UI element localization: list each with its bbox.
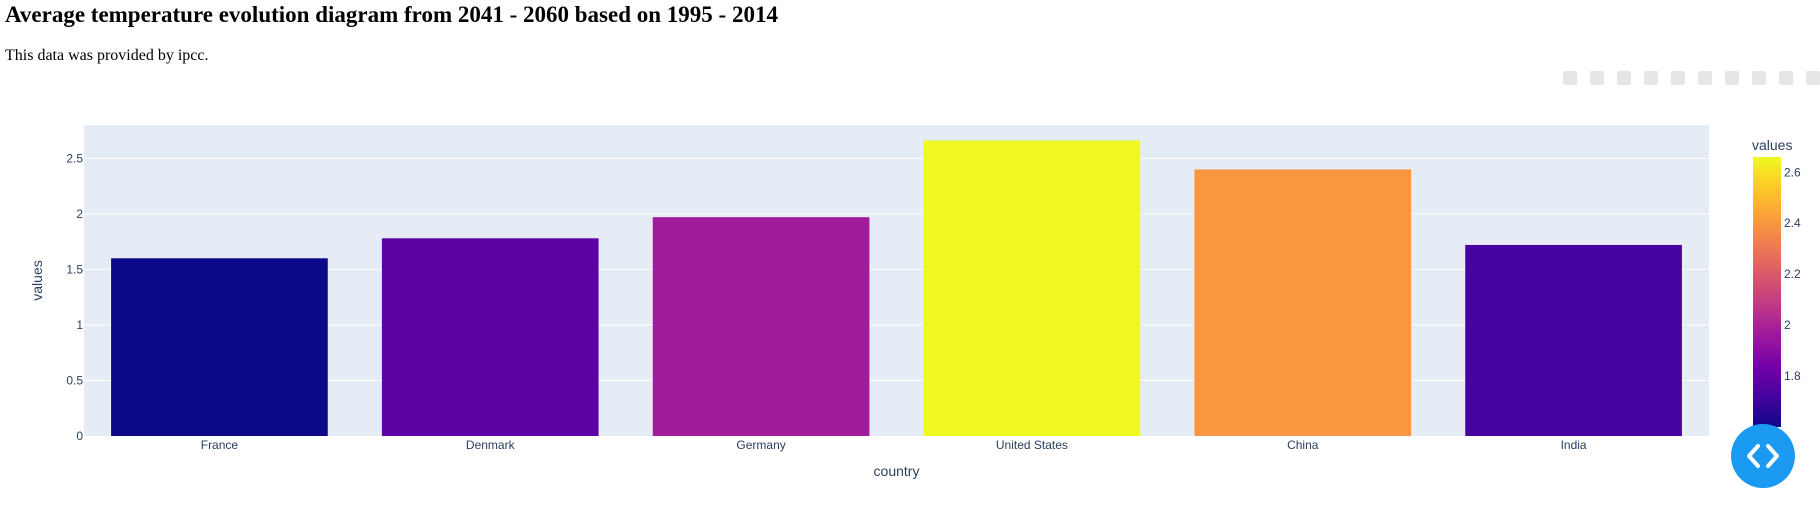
colorbar: [1753, 157, 1781, 427]
box-select-icon[interactable]: [1644, 71, 1658, 85]
colorbar-tick-label: 1.8: [1784, 369, 1801, 383]
bar[interactable]: [381, 238, 599, 436]
y-tick-label: 0.5: [66, 373, 83, 387]
reset-axes-icon[interactable]: [1779, 71, 1793, 85]
autoscale-icon[interactable]: [1752, 71, 1766, 85]
y-tick-label: 2: [76, 207, 83, 221]
x-tick-labels: France Denmark Germany United States China In…: [201, 438, 1587, 452]
bar[interactable]: [652, 217, 870, 436]
x-tick-label: China: [1287, 438, 1319, 452]
lasso-icon[interactable]: [1671, 71, 1685, 85]
pan-icon[interactable]: [1617, 71, 1631, 85]
code-icon: [1747, 444, 1779, 468]
code-toggle-button[interactable]: [1731, 424, 1795, 488]
colorbar-tick-label: 2.6: [1784, 165, 1801, 179]
camera-icon[interactable]: [1563, 71, 1577, 85]
y-tick-label: 0: [76, 429, 83, 443]
x-tick-label: United States: [996, 438, 1068, 452]
colorbar-tick-label: 2.4: [1784, 216, 1801, 230]
zoom-icon[interactable]: [1590, 71, 1604, 85]
x-tick-label: Germany: [736, 438, 785, 452]
y-gridlines: [84, 157, 1709, 381]
modebar[interactable]: [1563, 71, 1820, 85]
page-subtitle: This data was provided by ipcc.: [5, 47, 209, 64]
bar[interactable]: [111, 258, 328, 436]
y-tick-label: 1: [76, 318, 83, 332]
page-title: Average temperature evolution diagram fr…: [5, 2, 778, 27]
y-tick-label: 2.5: [66, 151, 83, 165]
y-tick-label: 1.5: [66, 262, 83, 276]
zoom-in-icon[interactable]: [1698, 71, 1712, 85]
colorbar-tick-labels: 1.8 2 2.2 2.4 2.6: [1784, 165, 1801, 383]
bar[interactable]: [1194, 169, 1412, 436]
bar[interactable]: [1465, 244, 1682, 436]
x-tick-label: France: [201, 438, 239, 452]
colorbar-title: values: [1752, 137, 1792, 153]
bars: [111, 140, 1682, 437]
colorbar-tick-label: 2.2: [1784, 267, 1801, 281]
plot-background: [84, 125, 1709, 436]
y-axis-title: values: [29, 260, 45, 300]
plotly-logo-icon[interactable]: [1806, 71, 1820, 85]
x-tick-label: Denmark: [466, 438, 516, 452]
colorbar-tick-label: 2: [1784, 318, 1791, 332]
x-axis-title: country: [874, 463, 920, 479]
x-tick-label: India: [1561, 438, 1587, 452]
bar[interactable]: [923, 140, 1141, 437]
y-tick-labels: 0 0.5 1 1.5 2 2.5: [66, 151, 83, 443]
zoom-out-icon[interactable]: [1725, 71, 1739, 85]
